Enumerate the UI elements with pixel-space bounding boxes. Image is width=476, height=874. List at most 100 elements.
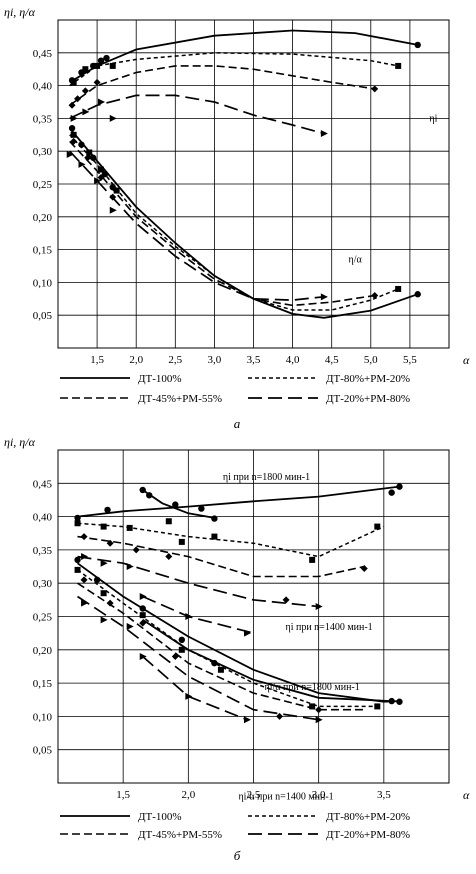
data-point bbox=[396, 698, 403, 705]
legend-entry: ДТ-20%+РМ-80% bbox=[326, 393, 410, 405]
data-point bbox=[165, 518, 172, 525]
data-point bbox=[315, 706, 323, 714]
data-point bbox=[276, 712, 284, 720]
y-tick-label: 0,15 bbox=[33, 245, 53, 257]
series-line bbox=[69, 150, 324, 301]
data-point bbox=[74, 514, 81, 522]
data-point bbox=[100, 523, 107, 530]
data-point bbox=[185, 613, 193, 620]
data-point bbox=[81, 599, 89, 607]
data-point bbox=[171, 652, 179, 660]
data-point bbox=[98, 98, 106, 106]
data-point bbox=[68, 125, 76, 132]
x-tick-label: 3,0 bbox=[208, 354, 222, 366]
data-point bbox=[178, 646, 185, 653]
y-tick-label: 0,10 bbox=[33, 277, 53, 289]
data-point bbox=[126, 524, 133, 531]
y-tick-label: 0,30 bbox=[33, 578, 53, 590]
series-line bbox=[69, 65, 375, 106]
y-tick-label: 0,25 bbox=[33, 179, 53, 191]
legend-entry: ДТ-45%+РМ-55% bbox=[138, 393, 222, 405]
legend-entry: ДТ-80%+РМ-20% bbox=[326, 373, 410, 385]
data-point bbox=[139, 593, 147, 601]
series-line bbox=[142, 489, 215, 519]
data-point bbox=[320, 293, 328, 301]
data-point bbox=[74, 556, 81, 564]
data-point bbox=[414, 41, 421, 49]
x-tick-label: 3,0 bbox=[312, 789, 326, 801]
x-tick-label: 3,5 bbox=[377, 789, 391, 801]
legend-entry: ДТ-20%+РМ-80% bbox=[326, 829, 410, 841]
data-point bbox=[388, 697, 395, 705]
data-point bbox=[81, 553, 89, 561]
annotation-label: η/α bbox=[349, 255, 363, 266]
data-point bbox=[126, 622, 134, 630]
data-point bbox=[80, 576, 88, 584]
data-point bbox=[395, 62, 402, 69]
series-line bbox=[69, 29, 418, 84]
series-line bbox=[76, 562, 400, 703]
data-point bbox=[104, 506, 111, 514]
data-point bbox=[211, 659, 218, 667]
series-line bbox=[77, 595, 319, 721]
x-tick-label: 2,0 bbox=[129, 354, 143, 366]
annotation-label: ηi bbox=[429, 114, 437, 125]
y-tick-label: 0,20 bbox=[33, 645, 53, 657]
data-point bbox=[68, 101, 76, 109]
x-tick-label: 5,0 bbox=[364, 354, 378, 366]
data-point bbox=[309, 703, 316, 710]
annotation-label: ηi/α при n=1800 мин-1 bbox=[265, 682, 360, 693]
series-line bbox=[142, 595, 254, 634]
legend-entry: ДТ-80%+РМ-20% bbox=[326, 811, 410, 823]
x-tick-label: 3,5 bbox=[247, 354, 261, 366]
data-point bbox=[97, 173, 105, 181]
series-line bbox=[69, 127, 418, 319]
legend-entry: ДТ-100% bbox=[138, 373, 182, 385]
series-1 bbox=[69, 52, 402, 311]
data-point bbox=[80, 533, 88, 541]
data-point bbox=[396, 483, 403, 490]
data-point bbox=[315, 716, 323, 724]
data-point bbox=[374, 703, 381, 710]
y-tick-label: 0,25 bbox=[33, 612, 53, 624]
data-point bbox=[106, 599, 114, 607]
data-point bbox=[178, 636, 186, 644]
legend-entry: ДТ-100% bbox=[138, 811, 182, 823]
data-point bbox=[106, 539, 114, 547]
data-point bbox=[84, 154, 92, 162]
y-tick-label: 0,35 bbox=[33, 545, 53, 557]
data-point bbox=[395, 285, 402, 292]
y-tick-label: 0,30 bbox=[33, 146, 53, 158]
series-line bbox=[77, 522, 385, 558]
data-point bbox=[66, 150, 74, 158]
y-tick-label: 0,45 bbox=[33, 478, 53, 490]
data-point bbox=[165, 553, 173, 561]
data-point bbox=[82, 66, 89, 73]
series-1 bbox=[74, 518, 385, 710]
y-tick-label: 0,40 bbox=[33, 512, 53, 524]
data-point bbox=[78, 160, 86, 168]
data-point bbox=[94, 177, 102, 185]
data-point bbox=[211, 515, 218, 522]
data-point bbox=[172, 501, 179, 508]
series-line bbox=[69, 140, 375, 307]
series-line bbox=[69, 134, 399, 311]
x-tick-label: 4,5 bbox=[325, 354, 339, 366]
y-axis-label: ηi, η/α bbox=[4, 435, 36, 449]
data-point bbox=[198, 505, 205, 512]
data-point bbox=[371, 85, 379, 93]
annotation-label: ηi при n=1400 мин-1 bbox=[285, 622, 372, 633]
x-axis-label: α bbox=[463, 353, 470, 367]
series-line bbox=[77, 485, 400, 518]
series-0 bbox=[74, 483, 403, 705]
y-tick-label: 0,45 bbox=[33, 48, 53, 60]
series-line bbox=[69, 94, 325, 135]
series-3 bbox=[77, 553, 323, 724]
series-line bbox=[77, 555, 319, 608]
series-line bbox=[77, 535, 365, 578]
data-point bbox=[70, 137, 78, 145]
data-point bbox=[109, 114, 117, 122]
chart-panel-1 bbox=[57, 449, 450, 835]
x-axis-label: α bbox=[463, 788, 470, 802]
